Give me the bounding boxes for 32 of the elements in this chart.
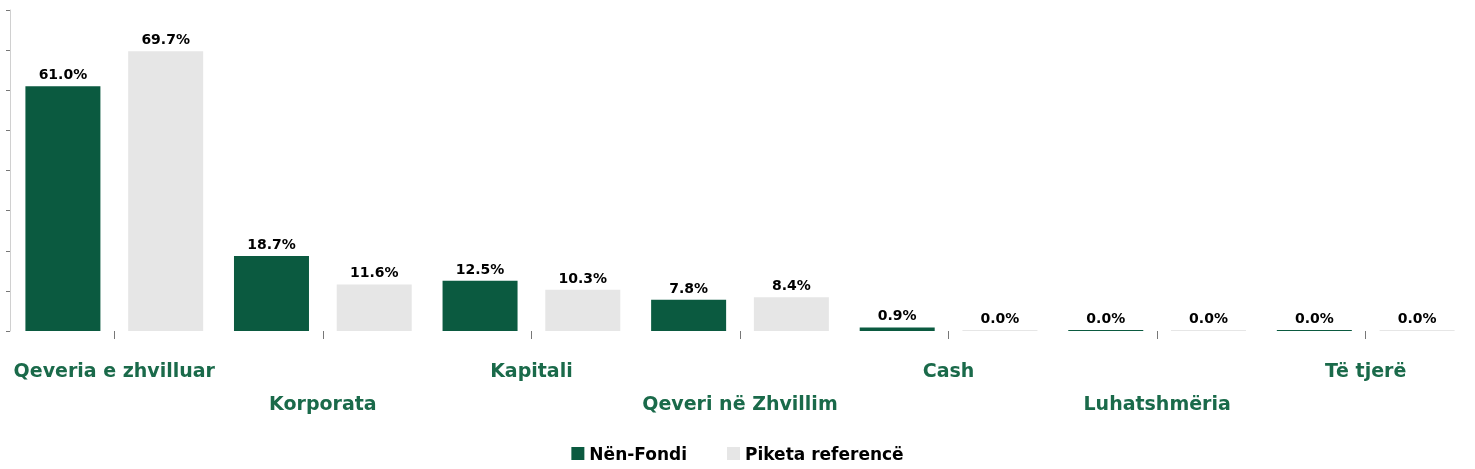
data-label: 0.0% bbox=[1086, 310, 1126, 326]
bar bbox=[233, 255, 309, 331]
bar bbox=[753, 297, 829, 331]
bar bbox=[336, 284, 412, 331]
data-label: 0.0% bbox=[1397, 310, 1437, 326]
data-label: 0.0% bbox=[1294, 310, 1334, 326]
data-label: 0.0% bbox=[1189, 310, 1228, 326]
bar bbox=[859, 327, 935, 331]
bar bbox=[25, 86, 101, 331]
data-label: 7.8% bbox=[669, 279, 709, 296]
legend-label: Nën-Fondi bbox=[589, 443, 687, 464]
x-tick-label: Cash bbox=[922, 358, 975, 381]
x-tick-label: Qeveria e zhvilluar bbox=[13, 358, 216, 381]
bar bbox=[442, 280, 518, 331]
data-label: 0.0% bbox=[980, 310, 1020, 326]
data-label: 8.4% bbox=[771, 277, 811, 294]
data-label: 0.9% bbox=[877, 307, 917, 324]
x-tick-label: Qeveri në Zhvillim bbox=[642, 391, 838, 414]
bar bbox=[128, 51, 204, 331]
data-label: 69.7% bbox=[141, 31, 190, 48]
x-tick-label: Korporata bbox=[269, 391, 377, 414]
x-tick-label: Kapitali bbox=[490, 358, 573, 381]
data-label: 61.0% bbox=[38, 66, 88, 83]
legend-label: Piketa referencë bbox=[744, 443, 904, 464]
data-label: 12.5% bbox=[455, 260, 505, 277]
data-label: 18.7% bbox=[247, 235, 296, 252]
x-tick-label: Luhatshmëria bbox=[1083, 391, 1231, 414]
x-tick-label: Të tjerë bbox=[1325, 358, 1407, 381]
data-label: 11.6% bbox=[349, 264, 399, 281]
bar bbox=[545, 289, 621, 331]
bar bbox=[651, 299, 727, 331]
data-label: 10.3% bbox=[558, 269, 608, 286]
